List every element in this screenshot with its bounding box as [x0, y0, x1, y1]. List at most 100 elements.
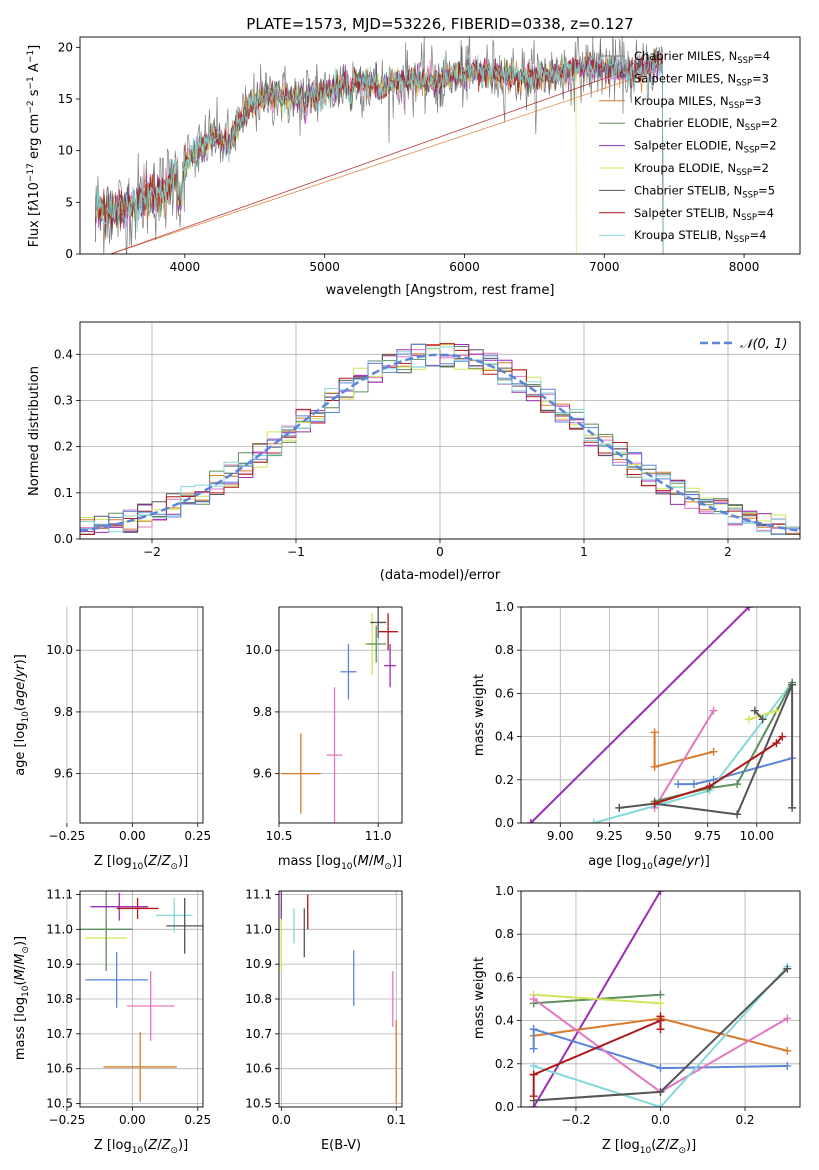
legend-entry: Chabrier STELIB, NSSP=5: [634, 183, 775, 200]
y-tick-label: 11.0: [245, 922, 272, 936]
x-tick-label: −0.2: [561, 1113, 590, 1127]
y-tick-label: 9.6: [253, 767, 272, 781]
weight-series-line: [653, 710, 715, 809]
weight-marker: [526, 819, 535, 823]
y-tick-label: 0: [65, 247, 73, 261]
age-vs-mass-xlabel: mass [log10(M/M⊙)]: [278, 854, 402, 872]
y-tick-label: 11.0: [46, 922, 73, 936]
legend-entry: Kroupa STELIB, NSSP=4: [634, 228, 766, 245]
weight-vs-Z-panel: −0.2 0.0 0.2 0.0 0.2 0.4 0.6 0.8 1.0: [495, 884, 801, 1127]
y-tick-label: 0.8: [495, 643, 514, 657]
y-tick-label: 0.0: [495, 816, 514, 830]
y-tick-label: 11.1: [46, 887, 73, 901]
weight-series-line: [533, 993, 661, 1005]
weight-series-line: [533, 1019, 661, 1076]
axes-frame: [79, 36, 801, 255]
spectrum-xlabel: wavelength [Angstrom, rest frame]: [326, 283, 555, 298]
weight-marker: [788, 803, 797, 812]
weight-marker: [656, 1064, 665, 1073]
spectrum-plot-area: 4000 5000 6000 7000 8000 0 5 10 15 20: [58, 36, 801, 274]
weight-marker: [650, 799, 659, 808]
weight-marker: [778, 732, 787, 741]
legend-entry: Salpeter MILES, NSSP=3: [634, 71, 769, 88]
weight-series-line: [748, 709, 777, 721]
x-tick-label: 0.1: [387, 1113, 406, 1127]
x-tick-label: 5000: [309, 260, 340, 274]
x-tick-label: 4000: [170, 260, 201, 274]
x-tick-label: 0.0: [651, 1113, 670, 1127]
y-tick-label: 1.0: [495, 884, 514, 898]
weight-vs-Z-ylabel: mass weight: [472, 957, 487, 1039]
x-tick-label: 0.0: [272, 1113, 291, 1127]
weight-marker: [744, 715, 753, 724]
x-tick-label: 6000: [449, 260, 480, 274]
y-tick-label: 0.4: [495, 730, 514, 744]
x-tick-label: −1: [287, 545, 305, 559]
weight-series-line: [530, 607, 750, 823]
x-tick-label: 11.0: [365, 829, 392, 843]
y-tick-label: 0.6: [495, 686, 514, 700]
weight-marker: [709, 706, 718, 715]
weight-marker: [709, 775, 718, 784]
weight-marker: [758, 715, 767, 724]
weight-marker: [772, 739, 781, 748]
legend-entry: Salpeter ELODIE, NSSP=2: [634, 139, 777, 156]
residuals-xlabel: (data-model)/error: [380, 568, 501, 583]
x-tick-label: 2: [724, 545, 732, 559]
y-tick-label: 0.2: [54, 440, 73, 454]
weight-marker: [744, 607, 753, 611]
weight-marker: [589, 819, 598, 823]
normal-curve: [80, 353, 800, 533]
weight-marker: [733, 810, 742, 819]
weight-marker: [529, 1070, 538, 1079]
weight-marker: [656, 1012, 665, 1021]
y-tick-label: 15: [58, 92, 73, 106]
axes-frame: [520, 890, 801, 1108]
axes-frame: [79, 606, 204, 824]
y-tick-label: 0.8: [495, 927, 514, 941]
weight-marker: [656, 1025, 665, 1034]
legend-entry: Chabrier MILES, NSSP=4: [634, 49, 770, 66]
y-tick-label: 10.6: [46, 1062, 73, 1076]
axes-frame: [278, 890, 403, 1108]
mass-vs-Z-ylabel: mass [log10(M/M⊙)]: [13, 936, 31, 1060]
x-tick-label: 9.75: [694, 829, 721, 843]
y-tick-label: 9.8: [54, 705, 73, 719]
weight-marker: [674, 780, 683, 789]
axes-frame: [278, 606, 403, 824]
weight-marker: [783, 964, 792, 973]
weight-marker: [772, 706, 781, 715]
mass-vs-Z-panel: −0.25 0.00 0.25 10.5 10.6 10.7 10.8 10.9 11.0 11.…: [46, 887, 211, 1127]
x-tick-label: 1: [580, 545, 588, 559]
weight-marker: [529, 1092, 538, 1101]
x-tick-label: 0.00: [119, 829, 146, 843]
mass-vs-EBV-panel: 0.0 0.1 10.5 10.6 10.7 10.8 10.9 11.0 11.1: [245, 887, 406, 1127]
weight-series-line: [754, 710, 764, 720]
x-tick-label: 9.50: [645, 829, 672, 843]
y-tick-label: 9.6: [54, 767, 73, 781]
y-tick-label: 10.9: [245, 957, 272, 971]
y-tick-label: 5: [65, 195, 73, 209]
mass-vs-Z-xlabel: Z [log10(Z/Z⊙)]: [94, 1138, 188, 1156]
weight-marker: [656, 999, 665, 1008]
y-tick-label: 0.3: [54, 393, 73, 407]
y-tick-label: 10.9: [46, 957, 73, 971]
weight-vs-age-panel: 9.00 9.25 9.50 9.75 10.00 0.0 0.2 0.4 0.6 0.8 1.0: [495, 600, 801, 843]
x-tick-label: 8000: [729, 260, 760, 274]
weight-marker: [783, 1046, 792, 1055]
y-tick-label: 0.4: [54, 347, 73, 361]
age-vs-mass-panel: 10.5 11.0 9.6 9.8 10.0: [245, 606, 403, 843]
histogram-series: [80, 343, 800, 535]
weight-marker: [705, 782, 714, 791]
y-tick-label: 10.0: [245, 643, 272, 657]
spectrum-title: PLATE=1573, MJD=53226, FIBERID=0338, z=0…: [246, 15, 633, 33]
y-tick-label: 0.4: [495, 1014, 514, 1028]
weight-marker: [529, 1025, 538, 1034]
weight-marker: [733, 780, 742, 789]
axes-frame: [79, 890, 204, 1108]
y-tick-label: 1.0: [495, 600, 514, 614]
y-tick-label: 10.5: [245, 1097, 272, 1111]
weight-marker: [650, 728, 659, 737]
y-tick-label: 0.0: [495, 1100, 514, 1114]
